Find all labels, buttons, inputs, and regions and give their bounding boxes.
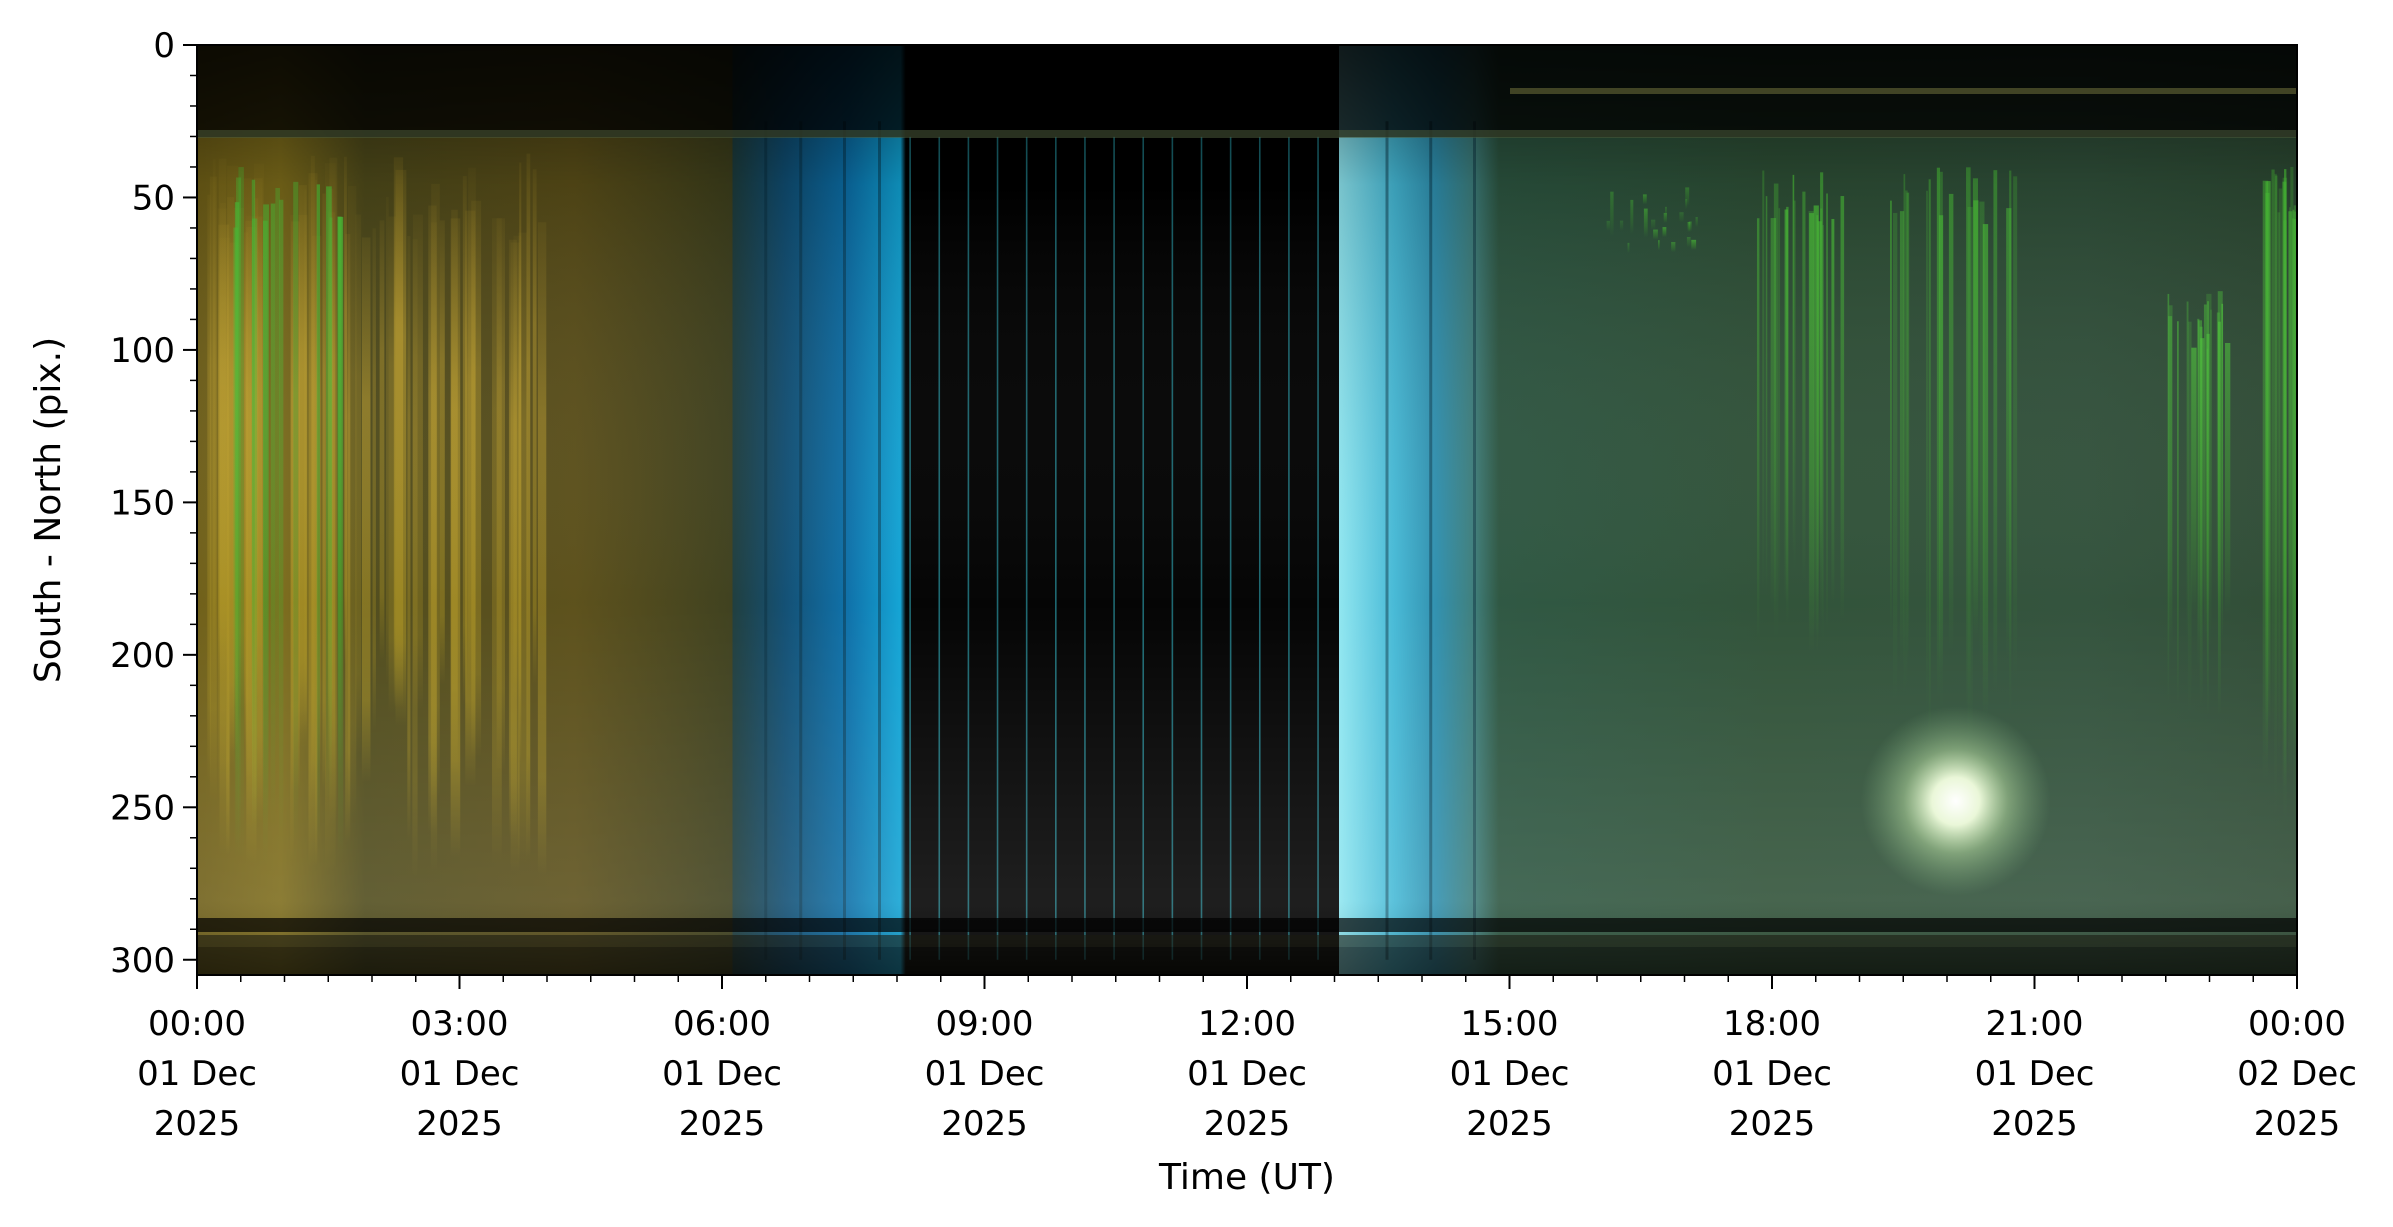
y-axis: 0 50 100 150 200 250 300 — [110, 26, 197, 981]
y-tick-label: 0 — [153, 26, 175, 66]
moon-glow — [1860, 706, 2051, 897]
x-tick-label: 03:00 — [411, 1004, 509, 1044]
x-tick-label: 2025 — [1466, 1104, 1553, 1144]
x-tick-label: 21:00 — [1986, 1004, 2084, 1044]
x-tick-label: 06:00 — [673, 1004, 771, 1044]
y-axis-label: South - North (pix.) — [28, 337, 69, 683]
y-tick-label: 300 — [110, 941, 175, 981]
x-tick-label: 2025 — [416, 1104, 503, 1144]
x-tick-label: 01 Dec — [925, 1054, 1045, 1094]
x-axis: 00:00 01 Dec 2025 03:00 01 Dec 2025 06:00 01 De… — [137, 975, 2357, 1144]
x-tick-label: 01 Dec — [1975, 1054, 2095, 1094]
x-tick-label: 2025 — [1991, 1104, 2078, 1144]
x-tick-label: 12:00 — [1198, 1004, 1296, 1044]
x-tick-label: 09:00 — [936, 1004, 1034, 1044]
x-tick-label: 15:00 — [1461, 1004, 1559, 1044]
x-tick-label: 01 Dec — [1712, 1054, 1832, 1094]
x-tick-label: 01 Dec — [1187, 1054, 1307, 1094]
y-tick-label: 200 — [110, 636, 175, 676]
x-tick-label: 01 Dec — [400, 1054, 520, 1094]
x-tick-label: 2025 — [941, 1104, 1028, 1144]
x-tick-label: 01 Dec — [1450, 1054, 1570, 1094]
x-tick-label: 2025 — [1204, 1104, 1291, 1144]
y-tick-label: 100 — [110, 331, 175, 371]
keogram-image — [197, 45, 2297, 975]
x-tick-label: 2025 — [1729, 1104, 1816, 1144]
x-tick-label: 00:00 — [2248, 1004, 2346, 1044]
x-tick-label: 2025 — [679, 1104, 766, 1144]
x-tick-label: 01 Dec — [662, 1054, 782, 1094]
y-tick-label: 250 — [110, 788, 175, 828]
x-tick-label: 2025 — [154, 1104, 241, 1144]
x-tick-label: 18:00 — [1723, 1004, 1821, 1044]
x-tick-label: 02 Dec — [2237, 1054, 2357, 1094]
y-tick-label: 50 — [132, 178, 175, 218]
x-tick-label: 2025 — [2254, 1104, 2341, 1144]
x-axis-label: Time (UT) — [1158, 1157, 1335, 1198]
x-tick-label: 00:00 — [148, 1004, 246, 1044]
x-tick-label: 01 Dec — [137, 1054, 257, 1094]
y-tick-label: 150 — [110, 483, 175, 523]
